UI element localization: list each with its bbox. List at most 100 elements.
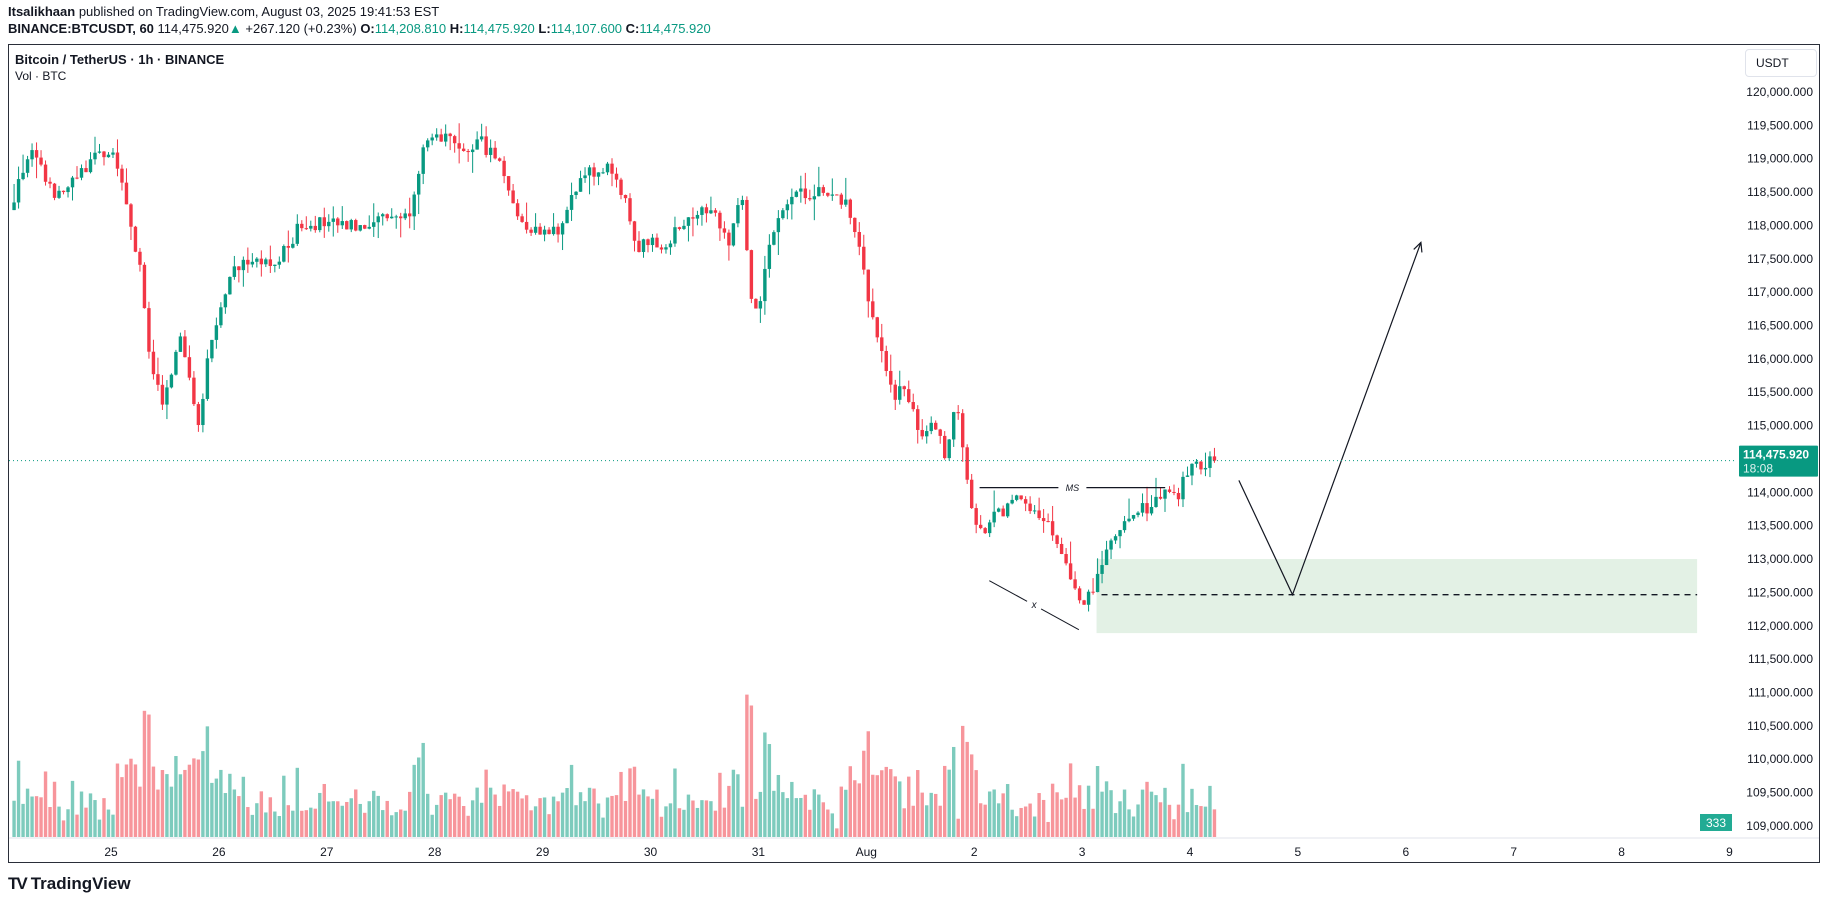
volume-bar — [1091, 808, 1095, 837]
candle-body — [165, 387, 169, 405]
candle-body — [916, 409, 920, 430]
candle-body — [583, 175, 587, 179]
candle-body — [524, 221, 529, 230]
volume-bar — [1104, 781, 1109, 837]
volume-bar — [1208, 785, 1212, 837]
price-tick-label: 115,000.000 — [1747, 419, 1813, 433]
candle-body — [978, 524, 983, 529]
candle-body — [817, 187, 821, 197]
volume-bar — [399, 809, 403, 837]
volume-bar — [614, 795, 619, 837]
candle-body — [345, 221, 349, 230]
volume-bar — [538, 798, 542, 837]
candle-body — [390, 216, 394, 219]
candle-body — [88, 159, 93, 173]
tradingview-logo[interactable]: TV TradingView — [8, 874, 131, 894]
volume-bar — [25, 788, 30, 837]
volume-bar — [192, 758, 196, 837]
volume-indicator-label[interactable]: Vol · BTC — [15, 69, 67, 83]
candle-body — [237, 266, 241, 271]
volume-bar — [763, 732, 767, 837]
candle-body — [30, 150, 34, 160]
candle-body — [169, 374, 174, 388]
candle-body — [115, 152, 120, 169]
volume-bar — [506, 791, 511, 837]
volume-bar — [1001, 793, 1005, 837]
volume-bar — [259, 791, 264, 837]
candle-body — [533, 226, 538, 233]
candle-body — [1095, 573, 1100, 593]
publish-info: Itsalikhaan published on TradingView.com… — [8, 4, 439, 19]
volume-bar — [124, 764, 129, 837]
volume-bar — [1046, 821, 1050, 837]
volume-bar — [677, 808, 682, 837]
projection-arrow[interactable] — [1238, 242, 1422, 597]
candle-body — [210, 339, 214, 359]
volume-bar — [875, 775, 879, 837]
candle-body — [529, 229, 533, 233]
volume-bar — [390, 815, 394, 837]
volume-bar — [835, 828, 839, 837]
candle-body — [920, 429, 924, 437]
volume-bar — [156, 789, 160, 837]
x-line[interactable] — [989, 580, 1028, 602]
volume-bar — [84, 807, 88, 837]
volume-bar — [66, 809, 70, 837]
volume-bar — [1019, 807, 1023, 837]
candle-body — [637, 240, 641, 253]
volume-bar — [169, 786, 174, 837]
demand-zone[interactable] — [1096, 559, 1698, 634]
candle-body — [1127, 518, 1131, 522]
candle-body — [452, 136, 457, 144]
candle-body — [844, 199, 848, 205]
volume-bar — [408, 791, 412, 837]
tradingview-logo-icon: TV — [8, 874, 28, 893]
volume-bar — [241, 776, 246, 837]
volume-bar — [327, 801, 331, 837]
volume-bar — [484, 769, 488, 837]
volume-bar — [223, 793, 228, 837]
volume-bar — [983, 804, 987, 837]
price-tick-label: 117,500.000 — [1747, 252, 1813, 266]
candle-body — [43, 164, 48, 182]
candle-body — [497, 158, 502, 161]
volume-bar — [880, 770, 884, 837]
candle-body — [318, 217, 322, 231]
volume-bar — [16, 760, 21, 837]
volume-bar — [776, 774, 781, 837]
price-tick-label: 116,000.000 — [1747, 352, 1813, 366]
candle-body — [749, 250, 754, 299]
volume-bar — [93, 800, 97, 837]
currency-button[interactable]: USDT — [1745, 49, 1817, 77]
x-line[interactable] — [1040, 608, 1080, 631]
candle-body — [120, 168, 124, 183]
volume-bar — [246, 807, 250, 837]
candle-body — [1203, 467, 1208, 470]
volume-bar — [354, 789, 358, 837]
volume-bar — [587, 787, 592, 837]
volume-bar — [884, 766, 888, 837]
last-price-badge-value: 114,475.920 — [1743, 448, 1809, 462]
symbol: BINANCE:BTCUSDT, 60 — [8, 21, 154, 36]
candle-body — [434, 134, 439, 138]
candle-body — [664, 247, 668, 250]
candle-body — [106, 154, 111, 158]
candle-body — [934, 422, 938, 430]
candle-body — [57, 190, 61, 198]
candle-body — [1082, 600, 1086, 605]
author-name[interactable]: Itsalikhaan — [8, 4, 76, 19]
volume-bar — [934, 793, 938, 837]
time-tick-label: 31 — [752, 845, 766, 859]
volume-bar — [381, 810, 385, 837]
candle-body — [650, 237, 655, 246]
candle-body — [309, 225, 313, 229]
candle-body — [907, 389, 911, 403]
candle-body — [354, 220, 358, 231]
candle-body — [264, 259, 268, 265]
volume-bar — [632, 766, 637, 837]
candle-body — [214, 325, 219, 340]
price-tick-label: 110,000.000 — [1747, 752, 1813, 766]
candle-body — [430, 137, 434, 141]
volume-bar — [345, 801, 349, 837]
